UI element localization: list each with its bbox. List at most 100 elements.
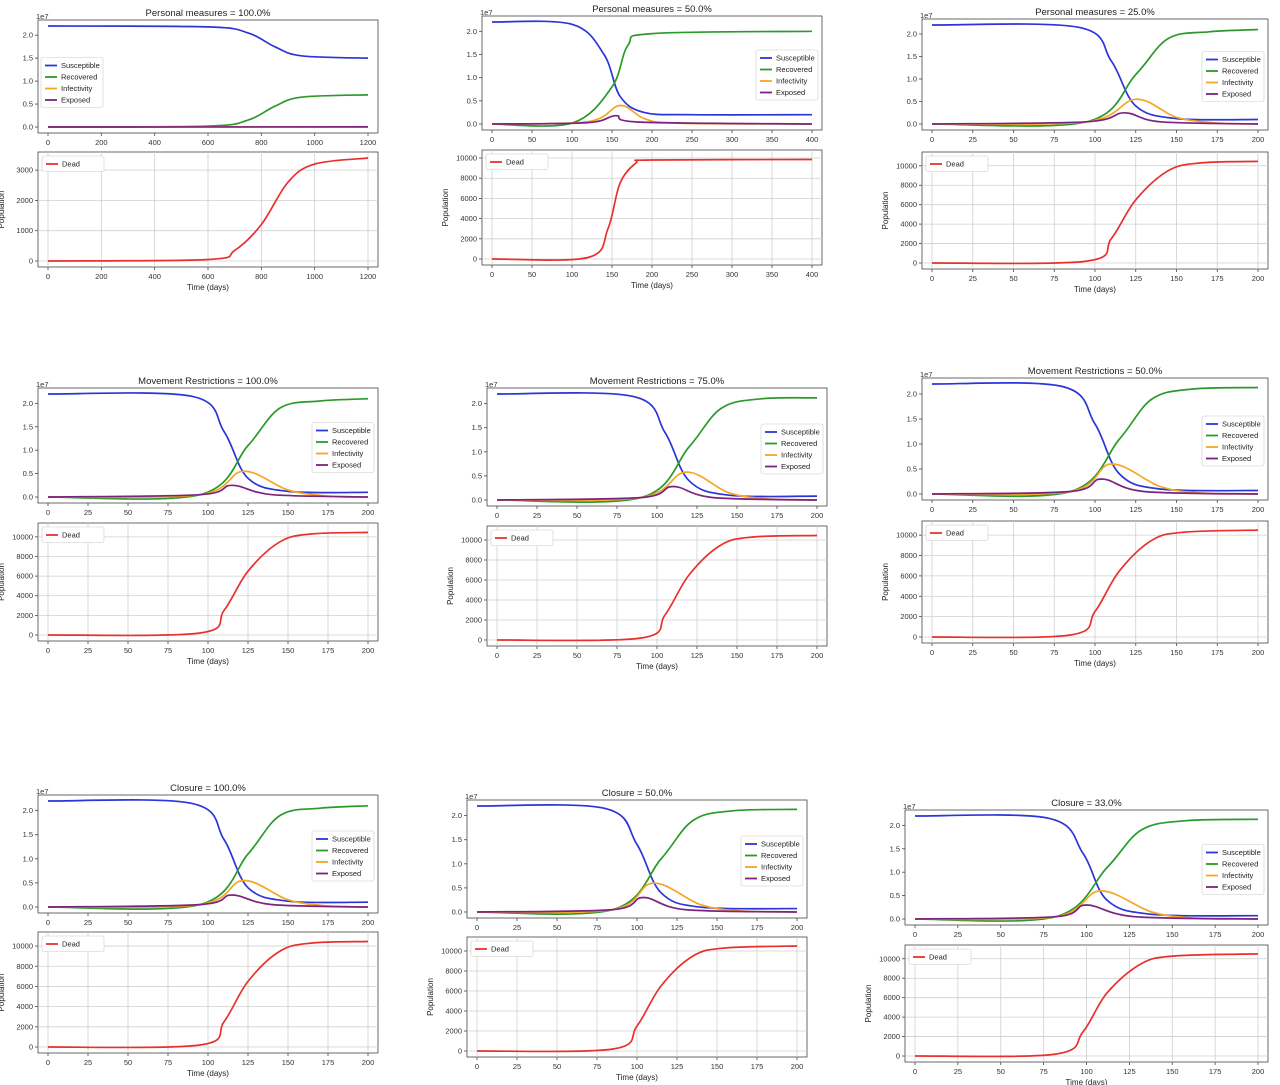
x-tick-label: 175 xyxy=(1211,648,1224,657)
chart-panel: Closure = 100.0% 1e7 0 25 50 75 100 125 150 175 20… xyxy=(0,783,379,1078)
x-tick-label: 75 xyxy=(1050,135,1058,144)
x-tick-label: 25 xyxy=(84,918,92,927)
legend-label-susceptible: Susceptible xyxy=(1222,55,1261,64)
x-tick-label: 200 xyxy=(791,923,804,932)
y-tick-label: 0.0 xyxy=(472,496,482,505)
x-tick-label: 300 xyxy=(726,135,739,144)
x-tick-label: 75 xyxy=(164,918,172,927)
x-tick-label: 175 xyxy=(1211,505,1224,514)
x-tick-label: 800 xyxy=(255,138,268,147)
x-tick-label: 200 xyxy=(1252,930,1265,939)
x-tick-label: 0 xyxy=(46,138,50,147)
x-tick-label: 150 xyxy=(731,651,744,660)
legend-label-recovered: Recovered xyxy=(332,438,368,447)
x-axis-label: Time (days) xyxy=(616,1073,658,1082)
y-tick-label: 10000 xyxy=(441,947,462,956)
legend-label-susceptible: Susceptible xyxy=(761,840,800,849)
legend-box xyxy=(740,835,804,887)
x-tick-label: 800 xyxy=(255,272,268,281)
legend-box xyxy=(40,57,104,108)
legend-label-dead: Dead xyxy=(929,953,947,962)
legend-box xyxy=(1201,415,1265,467)
x-tick-label: 0 xyxy=(475,923,479,932)
series-line-recovered xyxy=(931,386,1259,498)
chart-title: Movement Restrictions = 50.0% xyxy=(1028,366,1163,377)
x-tick-label: 25 xyxy=(954,930,962,939)
series-line-dead xyxy=(931,529,1259,639)
x-tick-label: 75 xyxy=(164,1058,172,1067)
x-tick-label: 0 xyxy=(46,1058,50,1067)
legend-label-dead: Dead xyxy=(506,158,524,167)
x-tick-label: 125 xyxy=(242,508,255,517)
x-tick-label: 25 xyxy=(84,508,92,517)
y-tick-label: 1.0 xyxy=(472,447,482,456)
chart-title: Personal measures = 50.0% xyxy=(592,4,712,15)
x-tick-label: 175 xyxy=(771,511,784,520)
x-tick-label: 50 xyxy=(1009,648,1017,657)
x-tick-label: 100 xyxy=(202,1058,215,1067)
chart-panel: Personal measures = 50.0% 1e7 0 50 100 150 200… xyxy=(441,4,823,290)
y-tick-label: 1.0 xyxy=(23,446,33,455)
y-tick-label: 4000 xyxy=(900,592,917,601)
y-tick-label: 0 xyxy=(473,255,477,264)
x-tick-label: 200 xyxy=(811,651,824,660)
x-tick-label: 150 xyxy=(731,511,744,520)
x-tick-label: 125 xyxy=(1129,135,1142,144)
x-tick-label: 200 xyxy=(811,511,824,520)
legend-label-dead: Dead xyxy=(62,940,80,949)
legend-label-dead: Dead xyxy=(946,160,964,169)
series-line-exposed xyxy=(931,478,1259,495)
y-tick-label: 1.0 xyxy=(907,440,917,449)
legend-label-susceptible: Susceptible xyxy=(1222,420,1261,429)
x-tick-label: 25 xyxy=(84,1058,92,1067)
x-tick-label: 150 xyxy=(606,270,619,279)
x-tick-label: 50 xyxy=(124,918,132,927)
legend-label-susceptible: Susceptible xyxy=(61,61,100,70)
legend-label-susceptible: Susceptible xyxy=(332,426,371,435)
x-tick-label: 50 xyxy=(1009,505,1017,514)
chart-panel: Personal measures = 25.0% 1e7 0 25 50 75 100 12… xyxy=(881,7,1269,294)
x-tick-label: 100 xyxy=(631,923,644,932)
x-axis-label: Time (days) xyxy=(631,281,673,290)
x-tick-label: 175 xyxy=(1209,1067,1222,1076)
x-tick-label: 50 xyxy=(553,923,561,932)
series-line-dead xyxy=(476,945,798,1053)
x-tick-label: 0 xyxy=(930,505,934,514)
y-tick-label: 4000 xyxy=(16,1002,33,1011)
x-axis-label: Time (days) xyxy=(187,283,229,292)
x-tick-label: 50 xyxy=(553,1062,561,1071)
y-tick-label: 0 xyxy=(913,259,917,268)
series-line-dead xyxy=(47,531,369,637)
x-tick-label: 100 xyxy=(651,511,664,520)
y-tick-label: 1.5 xyxy=(467,50,477,59)
x-tick-label: 175 xyxy=(322,918,335,927)
y-tick-label: 8000 xyxy=(900,181,917,190)
x-tick-label: 200 xyxy=(1252,135,1265,144)
x-tick-label: 200 xyxy=(1252,648,1265,657)
series-line-susceptible xyxy=(491,20,813,116)
x-tick-label: 175 xyxy=(751,1062,764,1071)
x-tick-label: 50 xyxy=(997,1067,1005,1076)
x-tick-label: 50 xyxy=(573,651,581,660)
x-tick-label: 600 xyxy=(202,272,215,281)
x-axis-label: Time (days) xyxy=(1074,659,1116,668)
y-tick-label: 2.0 xyxy=(452,811,462,820)
y-tick-label: 2000 xyxy=(900,612,917,621)
x-tick-label: 25 xyxy=(969,648,977,657)
legend-box xyxy=(311,830,375,882)
legend-label-infectivity: Infectivity xyxy=(1222,78,1254,87)
chart-panel: Closure = 50.0% 1e7 0 25 50 75 100 125 150 175 200… xyxy=(426,788,808,1082)
y-tick-label: 1.5 xyxy=(890,844,900,853)
y-tick-label: 1.5 xyxy=(452,835,462,844)
legend-box xyxy=(41,935,105,952)
y-tick-label: 1.5 xyxy=(472,423,482,432)
series-line-recovered xyxy=(491,30,813,127)
x-tick-label: 1200 xyxy=(360,138,377,147)
series-line-dead xyxy=(491,158,813,261)
y-tick-label: 8000 xyxy=(900,551,917,560)
x-tick-label: 75 xyxy=(1050,505,1058,514)
y-tick-label: 0.5 xyxy=(467,96,477,105)
legend-label-dead: Dead xyxy=(511,534,529,543)
x-tick-label: 100 xyxy=(1089,274,1102,283)
x-tick-label: 75 xyxy=(164,508,172,517)
